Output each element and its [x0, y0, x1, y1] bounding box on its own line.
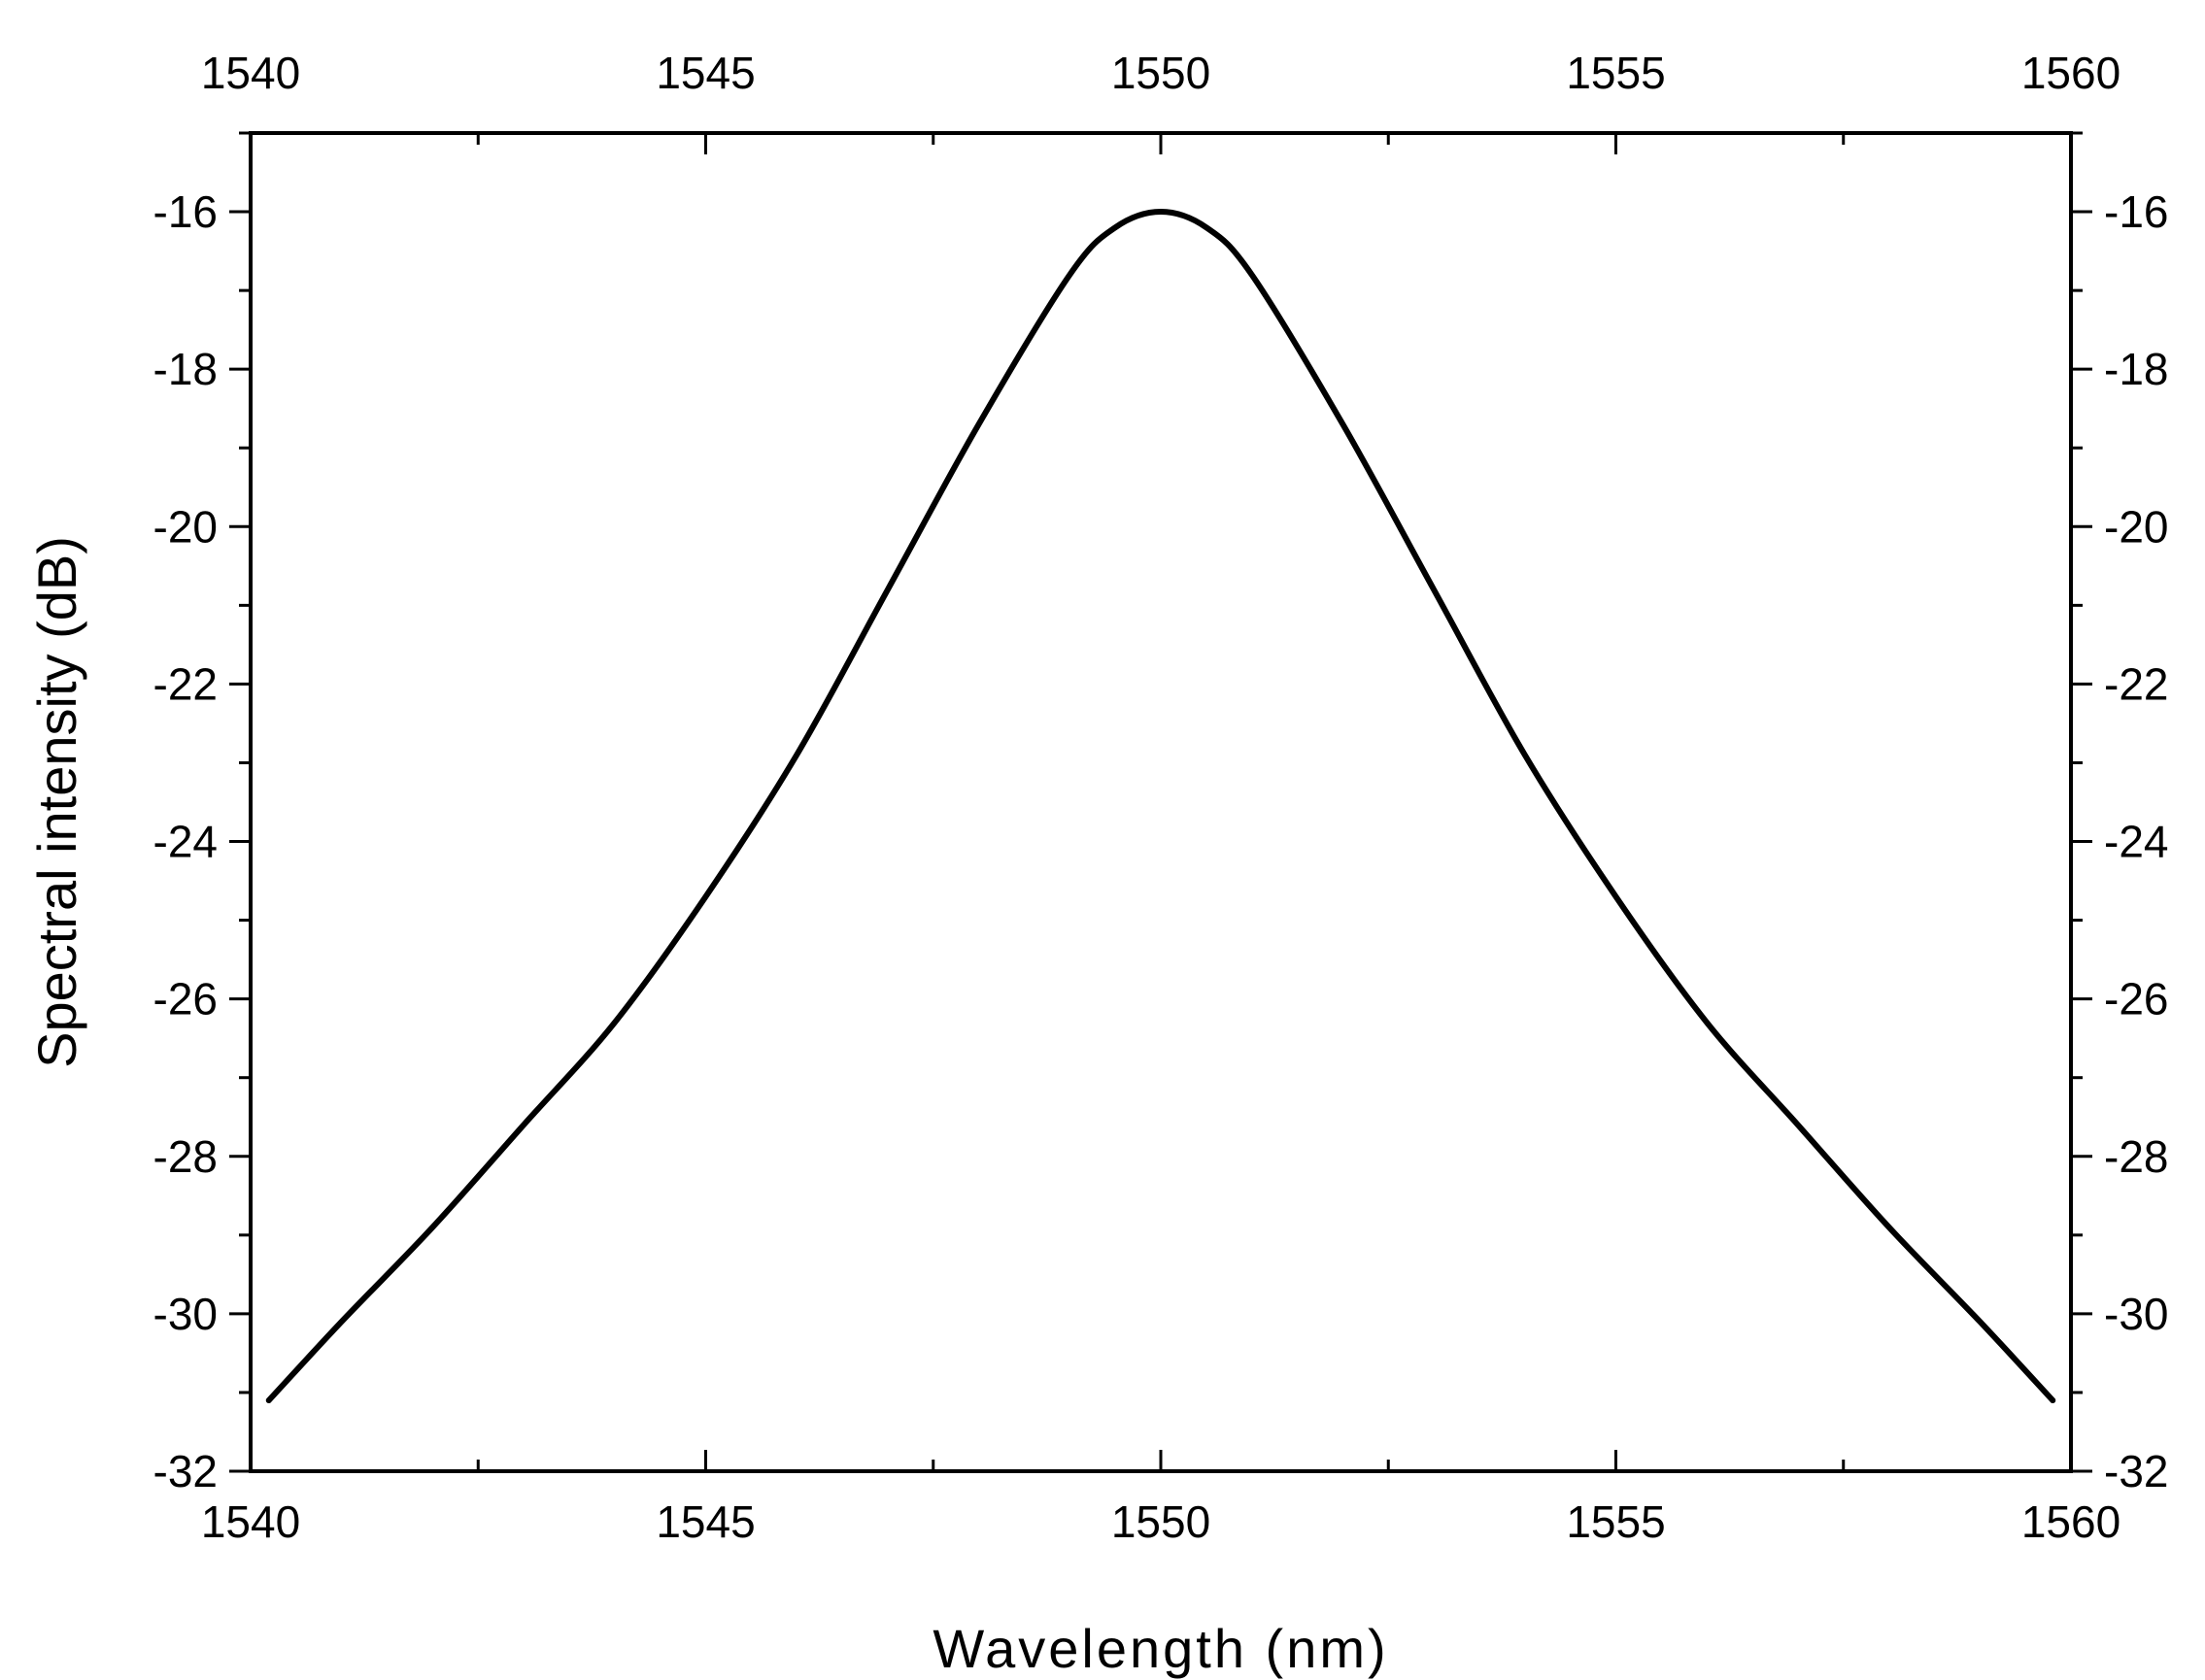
x-axis-title: Wavelength (nm) [933, 1618, 1388, 1679]
y-tick-label-left: -22 [153, 658, 218, 709]
x-tick-label-bottom: 1560 [2021, 1496, 2120, 1547]
axis-ticks [229, 131, 2092, 1473]
y-tick-label-right: -18 [2104, 344, 2168, 394]
y-tick-label-left: -24 [153, 817, 218, 867]
series-layer [265, 209, 2056, 1404]
y-tick-label-right: -30 [2104, 1289, 2168, 1339]
x-tick-label-bottom: 1540 [201, 1496, 300, 1547]
y-tick-label-left: -30 [153, 1289, 218, 1339]
y-tick-label-right: -22 [2104, 658, 2168, 709]
y-tick-label-right: -26 [2104, 974, 2168, 1025]
x-tick-label-bottom: 1555 [1566, 1496, 1665, 1547]
x-tick-label-bottom: 1545 [656, 1496, 755, 1547]
y-tick-label-left: -28 [153, 1131, 218, 1182]
x-tick-label-top: 1540 [201, 48, 300, 98]
y-tick-label-right: -20 [2104, 501, 2168, 552]
y-tick-label-right: -16 [2104, 186, 2168, 237]
x-tick-label-bottom: 1550 [1111, 1496, 1210, 1547]
axis-tick-labels: 1540 1540 1545 1545 1550 1550 1555 1555 1560 1560… [153, 48, 2169, 1547]
y-tick-label-left: -32 [153, 1446, 218, 1496]
y-tick-label-right: -28 [2104, 1131, 2168, 1182]
y-tick-label-left: -16 [153, 186, 218, 237]
x-tick-label-top: 1560 [2021, 48, 2120, 98]
y-axis-title: Spectral intensity (dB) [26, 536, 87, 1068]
x-tick-label-top: 1555 [1566, 48, 1665, 98]
plot-frame [249, 131, 2073, 1473]
y-tick-label-left: -18 [153, 344, 218, 394]
y-tick-label-right: -24 [2104, 817, 2168, 867]
y-tick-label-left: -26 [153, 974, 218, 1025]
x-tick-label-top: 1545 [656, 48, 755, 98]
y-tick-label-right: -32 [2104, 1446, 2168, 1496]
y-tick-label-left: -20 [153, 501, 218, 552]
x-tick-label-top: 1550 [1111, 48, 1210, 98]
spectrum-line [265, 209, 2056, 1404]
